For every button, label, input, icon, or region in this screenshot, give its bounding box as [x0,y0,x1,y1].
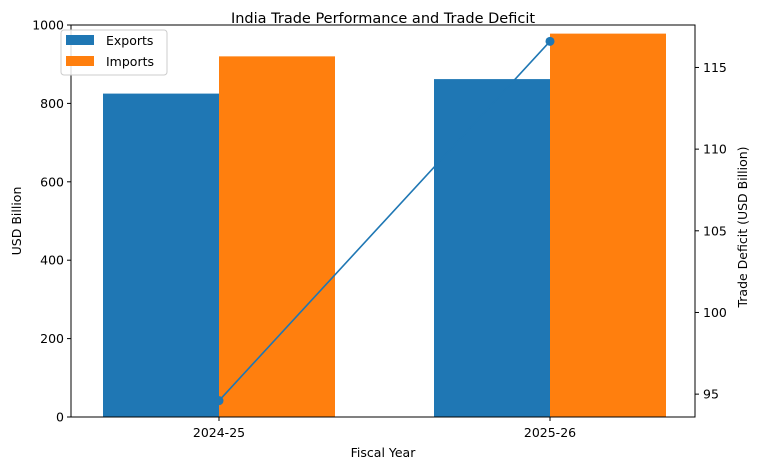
legend-swatch-exports [66,35,94,45]
left-tick-label: 1000 [32,18,64,33]
bar-imports-2024-25 [219,56,335,418]
x-tick-label: 2024-25 [193,425,245,440]
left-tick-label: 200 [40,331,64,346]
legend-label-imports: Imports [106,54,154,69]
bar-imports-2025-26 [550,33,666,418]
left-axis-label: USD Billion [9,187,24,256]
left-tick-label: 600 [40,174,64,189]
right-tick-label: 100 [703,305,727,320]
left-tick-label: 0 [56,410,64,425]
legend-swatch-imports [66,56,94,66]
bar-group [103,33,666,418]
right-tick-label: 115 [703,60,727,75]
legend-label-exports: Exports [106,33,153,48]
right-tick-label: 95 [703,387,719,402]
legend: Exports Imports [60,29,168,76]
right-tick-label: 110 [703,142,727,157]
plot-frame [70,24,696,418]
chart-title: India Trade Performance and Trade Defici… [231,11,535,27]
deficit-line-group [214,36,555,406]
right-axis: 95 100 105 110 115 [695,60,727,402]
right-axis-label: Trade Deficit (USD Billion) [735,146,750,308]
x-tick-label: 2025-26 [524,425,576,440]
x-axis-label: Fiscal Year [351,445,417,460]
left-axis: 0 200 400 600 800 1000 [32,18,71,425]
deficit-point-2025-26 [545,36,555,46]
right-tick-label: 105 [703,223,727,238]
bar-exports-2025-26 [434,79,550,417]
left-tick-label: 800 [40,96,64,111]
deficit-line [218,40,551,402]
left-tick-label: 400 [40,253,64,268]
deficit-point-2024-25 [214,396,224,406]
bar-exports-2024-25 [103,93,219,417]
x-axis: 2024-25 2025-26 [193,417,576,440]
